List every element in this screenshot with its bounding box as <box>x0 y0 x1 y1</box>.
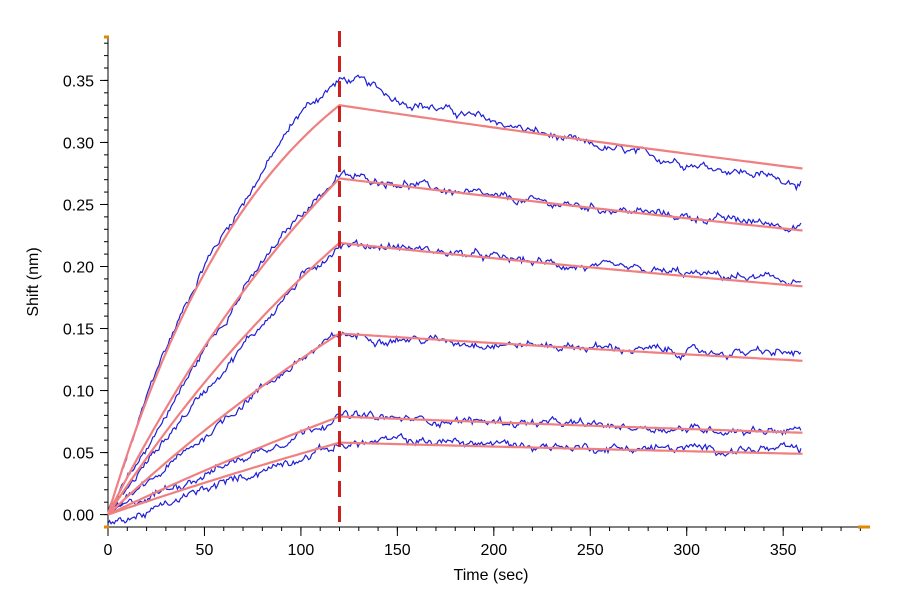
x-tick-label: 50 <box>196 542 214 559</box>
x-tick-label: 200 <box>480 542 507 559</box>
x-tick-label: 0 <box>104 542 113 559</box>
x-tick-label: 100 <box>288 542 315 559</box>
axes: 0.00 0.05 0.10 0.15 0.20 0.25 0.30 0.35 0 50 100 1… <box>63 35 870 559</box>
x-axis-title: Time (sec) <box>454 567 529 584</box>
fit-curves <box>106 104 803 516</box>
x-ticks: 0 50 100 150 200 250 300 350 <box>104 527 861 559</box>
x-tick-label: 350 <box>770 542 797 559</box>
axis-end-markers <box>104 35 870 529</box>
y-tick-label: 0.05 <box>63 446 94 463</box>
fit-curve <box>107 241 803 516</box>
y-tick-label: 0.30 <box>63 135 94 152</box>
y-tick-label: 0.25 <box>63 197 94 214</box>
x-tick-label: 150 <box>384 542 411 559</box>
fit-curve <box>107 177 803 516</box>
data-trace <box>107 74 802 515</box>
fit-curve <box>106 104 803 515</box>
y-tick-label: 0.00 <box>63 508 94 525</box>
y-tick-label: 0.10 <box>63 384 94 401</box>
y-tick-label: 0.15 <box>63 322 94 339</box>
fit-curve <box>107 441 803 516</box>
fit-curve <box>107 415 803 516</box>
data-traces <box>107 74 802 525</box>
x-tick-label: 250 <box>577 542 604 559</box>
data-trace <box>107 238 802 515</box>
y-tick-label: 0.20 <box>63 259 94 276</box>
data-trace <box>107 432 802 525</box>
y-tick-label: 0.35 <box>63 73 94 90</box>
y-axis-title: Shift (nm) <box>25 247 42 316</box>
fit-curve <box>107 332 803 516</box>
y-ticks: 0.00 0.05 0.10 0.15 0.20 0.25 0.30 0.35 <box>63 42 108 525</box>
x-tick-label: 300 <box>673 542 700 559</box>
